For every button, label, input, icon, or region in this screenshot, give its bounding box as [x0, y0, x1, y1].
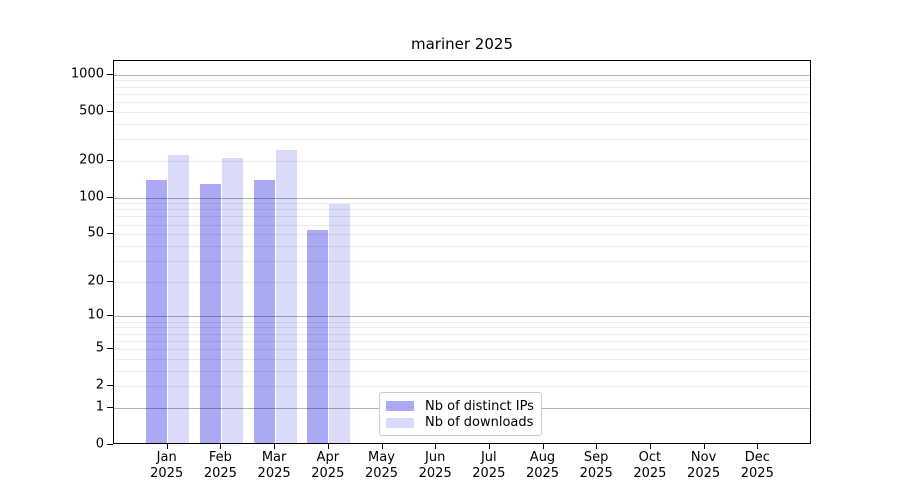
gridline-2: [114, 386, 810, 388]
y-tick-label-5: 5: [95, 340, 104, 356]
legend-label-distinct-ips: Nb of distinct IPs: [425, 398, 534, 414]
y-tick-mark-100: [107, 196, 113, 198]
x-tick-mark-apr: [327, 444, 329, 449]
gridline-50: [114, 234, 810, 236]
bar-downloads-apr: [329, 204, 351, 443]
x-tick-mark-may: [381, 444, 383, 449]
bar-distinct-ips-feb: [199, 183, 221, 443]
y-tick-mark-0: [107, 444, 113, 445]
x-tick-label-nov: Nov 2025: [687, 450, 721, 481]
y-tick-label-100: 100: [79, 189, 104, 204]
y-tick-label-0: 0: [95, 436, 104, 452]
gridline-900: [114, 80, 810, 82]
x-tick-mark-mar: [274, 444, 276, 449]
gridline-30: [114, 260, 810, 262]
gridline-400: [114, 123, 810, 125]
y-tick-label-200: 200: [79, 152, 104, 168]
y-tick-mark-1: [107, 406, 113, 408]
y-tick-label-2: 2: [95, 377, 104, 393]
y-tick-mark-2: [107, 385, 113, 387]
x-tick-mark-dec: [757, 444, 759, 449]
legend-swatch-downloads: [386, 417, 414, 428]
gridline-6: [114, 340, 810, 342]
gridline-20: [114, 281, 810, 283]
x-tick-label-mar: Mar 2025: [257, 450, 291, 481]
bar-downloads-feb: [221, 158, 243, 443]
x-tick-mark-jul: [488, 444, 490, 449]
gridline-3: [114, 370, 810, 372]
x-tick-label-jun: Jun 2025: [418, 450, 452, 481]
x-tick-label-aug: Aug 2025: [525, 450, 560, 481]
legend-item-distinct-ips: Nb of distinct IPs: [386, 398, 534, 415]
y-tick-label-500: 500: [79, 103, 104, 119]
x-tick-label-apr: Apr 2025: [311, 450, 345, 481]
gridline-300: [114, 139, 810, 140]
x-tick-label-jan: Jan 2025: [150, 450, 184, 481]
bar-distinct-ips-mar: [253, 180, 275, 443]
gridline-200: [114, 160, 810, 162]
y-tick-label-10: 10: [87, 307, 104, 323]
x-tick-label-feb: Feb 2025: [203, 450, 237, 481]
y-tick-mark-500: [107, 110, 113, 112]
bar-downloads-mar: [275, 150, 297, 443]
gridline-4: [114, 358, 810, 360]
y-tick-mark-200: [107, 159, 113, 161]
chart-title: mariner 2025: [411, 35, 513, 53]
gridline-800: [114, 86, 810, 88]
legend-swatch-distinct-ips: [386, 401, 414, 412]
gridline-1000: [114, 74, 810, 76]
y-tick-label-20: 20: [87, 273, 104, 289]
gridline-500: [114, 111, 810, 113]
x-tick-label-jul: Jul 2025: [472, 450, 506, 481]
gridline-10: [114, 316, 810, 318]
x-tick-mark-nov: [703, 444, 705, 449]
gridline-70: [114, 216, 810, 218]
x-tick-label-dec: Dec 2025: [740, 450, 774, 481]
y-tick-mark-20: [107, 280, 113, 282]
y-tick-label-1000: 1000: [70, 66, 104, 82]
plot-area: [113, 60, 811, 444]
x-tick-mark-oct: [649, 444, 651, 449]
legend: Nb of distinct IPs Nb of downloads: [379, 392, 542, 436]
gridline-9: [114, 321, 810, 323]
x-tick-label-oct: Oct 2025: [633, 450, 667, 481]
x-tick-label-sep: Sep 2025: [579, 450, 613, 481]
bar-distinct-ips-apr: [307, 230, 329, 443]
x-tick-mark-feb: [220, 444, 222, 449]
gridline-8: [114, 327, 810, 329]
legend-label-downloads: Nb of downloads: [425, 415, 534, 431]
y-tick-label-1: 1: [95, 399, 104, 415]
y-tick-mark-50: [107, 233, 113, 235]
x-tick-mark-jan: [166, 444, 168, 449]
y-tick-mark-1000: [107, 73, 113, 75]
gridline-700: [114, 93, 810, 95]
y-tick-mark-5: [107, 347, 113, 349]
gridline-40: [114, 245, 810, 247]
x-tick-mark-jun: [435, 444, 437, 449]
legend-item-downloads: Nb of downloads: [386, 415, 533, 432]
gridline-5: [114, 348, 810, 350]
y-tick-mark-10: [107, 315, 113, 317]
gridline-80: [114, 209, 810, 211]
gridline-600: [114, 101, 810, 103]
x-tick-label-may: May 2025: [364, 450, 399, 481]
bar-downloads-jan: [168, 154, 190, 443]
y-tick-label-50: 50: [87, 225, 104, 241]
x-tick-mark-aug: [542, 444, 544, 449]
gridline-100: [114, 197, 810, 199]
bar-distinct-ips-jan: [146, 180, 168, 443]
gridline-60: [114, 224, 810, 226]
gridline-90: [114, 203, 810, 205]
gridline-7: [114, 333, 810, 335]
x-tick-mark-sep: [596, 444, 598, 449]
